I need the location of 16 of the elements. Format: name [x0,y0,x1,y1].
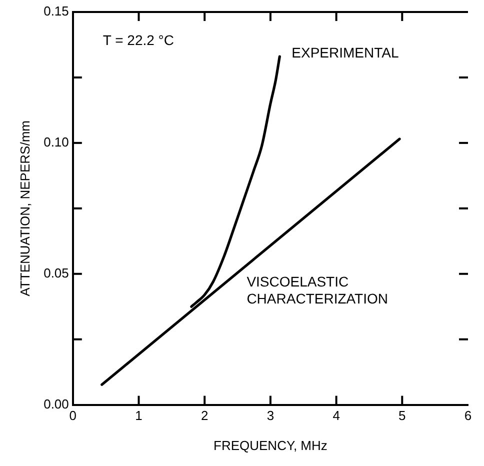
x-tick-label: 5 [398,408,406,424]
y-tick-label: 0.10 [44,134,69,150]
x-tick-label: 6 [464,408,472,424]
series-label: VISCOELASTIC CHARACTERIZATION [246,274,388,307]
series-label: EXPERIMENTAL [292,44,399,60]
x-tick-label: 2 [200,408,208,424]
x-tick-label: 0 [69,408,77,424]
x-tick-label: 3 [266,408,274,424]
y-tick-label: 0.00 [44,396,69,412]
y-tick-label: 0.15 [44,4,69,19]
y-axis-title: ATTENUATION, NEPERS/mm [17,120,32,296]
x-axis-title: FREQUENCY, MHz [214,438,328,453]
x-tick-label: 4 [332,408,340,424]
x-tick-label: 1 [135,408,142,424]
annotation: T = 22.2 °C [102,32,174,48]
y-tick-label: 0.05 [44,265,69,280]
